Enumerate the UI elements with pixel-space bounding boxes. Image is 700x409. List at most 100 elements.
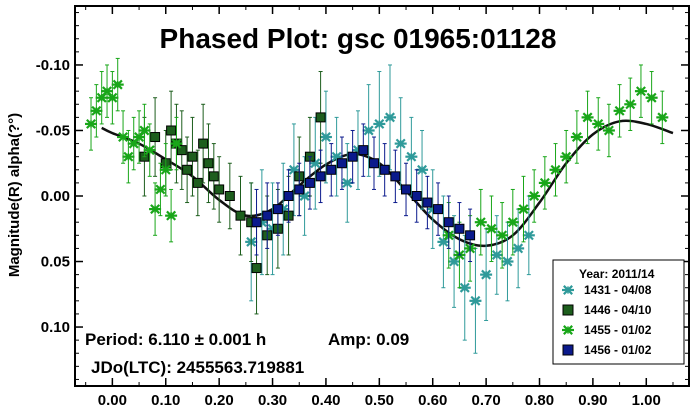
legend-marker <box>562 344 574 356</box>
data-point <box>480 269 493 280</box>
data-point <box>634 86 647 97</box>
x-tick-label: 0.20 <box>205 392 234 409</box>
legend-marker <box>562 285 574 295</box>
y-axis-title: Magnitude(R) alpha(?°) <box>6 113 23 277</box>
data-point <box>512 243 525 254</box>
data-point <box>379 164 390 175</box>
data-point <box>170 138 183 149</box>
data-point <box>90 105 103 116</box>
data-point <box>149 204 162 215</box>
x-tick-label: 0.90 <box>578 392 607 409</box>
data-point <box>517 204 530 215</box>
data-point <box>405 151 418 162</box>
data-point <box>159 164 172 175</box>
data-point <box>336 158 347 169</box>
data-point <box>411 191 422 201</box>
data-point <box>602 125 615 136</box>
data-point <box>422 197 433 208</box>
data-point <box>214 184 225 195</box>
data-point <box>645 92 658 103</box>
data-point <box>315 171 326 182</box>
data-point <box>390 171 401 182</box>
data-point <box>251 217 262 228</box>
legend-label: 1431 - 04/08 <box>584 283 652 297</box>
data-point <box>262 210 273 221</box>
data-point <box>192 177 203 188</box>
x-tick-label: 0.60 <box>418 392 447 409</box>
y-tick-label: 0.00 <box>41 188 70 205</box>
data-point <box>319 132 332 143</box>
data-point <box>101 86 114 97</box>
data-point <box>272 204 283 215</box>
data-point <box>581 112 594 123</box>
data-point <box>127 138 140 149</box>
data-point <box>437 236 450 247</box>
data-point <box>465 230 476 241</box>
data-point <box>143 145 156 156</box>
x-tick-label: 0.40 <box>311 392 340 409</box>
data-point <box>203 158 214 169</box>
data-point <box>111 79 124 90</box>
data-point <box>166 125 177 136</box>
series-3 <box>251 123 476 263</box>
data-point <box>133 132 146 143</box>
legend-marker <box>562 325 574 335</box>
data-point <box>358 145 369 156</box>
data-point <box>117 132 130 143</box>
legend-item: 1446 - 04/10 <box>562 303 652 317</box>
legend-marker <box>562 304 574 316</box>
data-point <box>182 164 193 175</box>
x-tick-label: 0.50 <box>365 392 394 409</box>
data-point <box>85 118 98 129</box>
x-tick-label: 1.00 <box>632 392 661 409</box>
data-point <box>138 125 151 136</box>
data-point <box>294 184 305 195</box>
legend-label: 1446 - 04/10 <box>584 303 652 317</box>
data-point <box>490 249 503 260</box>
data-point <box>347 151 358 162</box>
data-point <box>384 112 397 123</box>
data-point <box>224 191 235 201</box>
y-tick-label: -0.05 <box>36 122 70 139</box>
data-point <box>613 105 626 116</box>
data-point <box>433 204 444 215</box>
data-point <box>656 112 669 123</box>
data-point <box>150 132 161 143</box>
data-point <box>485 223 498 234</box>
data-point <box>304 177 315 188</box>
data-point <box>522 230 535 241</box>
data-point <box>454 223 465 234</box>
data-point <box>549 164 562 175</box>
data-point <box>362 125 375 136</box>
x-tick-label: 0.70 <box>472 392 501 409</box>
data-point <box>469 295 482 306</box>
data-point <box>401 184 412 195</box>
data-point <box>394 138 407 149</box>
data-point <box>448 256 461 267</box>
epoch-annotation: JDo(LTC): 2455563.719881 <box>91 358 304 377</box>
data-point <box>538 177 551 188</box>
legend-item: 1455 - 01/02 <box>562 323 652 337</box>
data-point <box>506 217 519 228</box>
data-point <box>235 210 246 221</box>
period-annotation: Period: 6.110 ± 0.001 h <box>85 330 266 349</box>
data-point <box>165 210 178 221</box>
legend-item: 1456 - 01/02 <box>562 343 652 357</box>
x-tick-label: 0.00 <box>98 392 127 409</box>
x-tick-label: 0.80 <box>525 392 554 409</box>
data-point <box>122 151 135 162</box>
data-point <box>528 191 541 201</box>
data-point <box>368 158 379 169</box>
data-point <box>176 145 187 156</box>
legend-box <box>552 259 685 365</box>
legend-label: 1455 - 01/02 <box>584 323 652 337</box>
amplitude-annotation: Amp: 0.09 <box>328 330 409 349</box>
data-point <box>154 184 167 195</box>
legend-items: 1431 - 04/08 1446 - 04/10 1455 - 01/02 1456… <box>562 283 652 357</box>
data-point <box>496 230 509 241</box>
data-point <box>95 92 108 103</box>
legend-item: 1431 - 04/08 <box>562 283 652 297</box>
data-point <box>474 217 487 228</box>
